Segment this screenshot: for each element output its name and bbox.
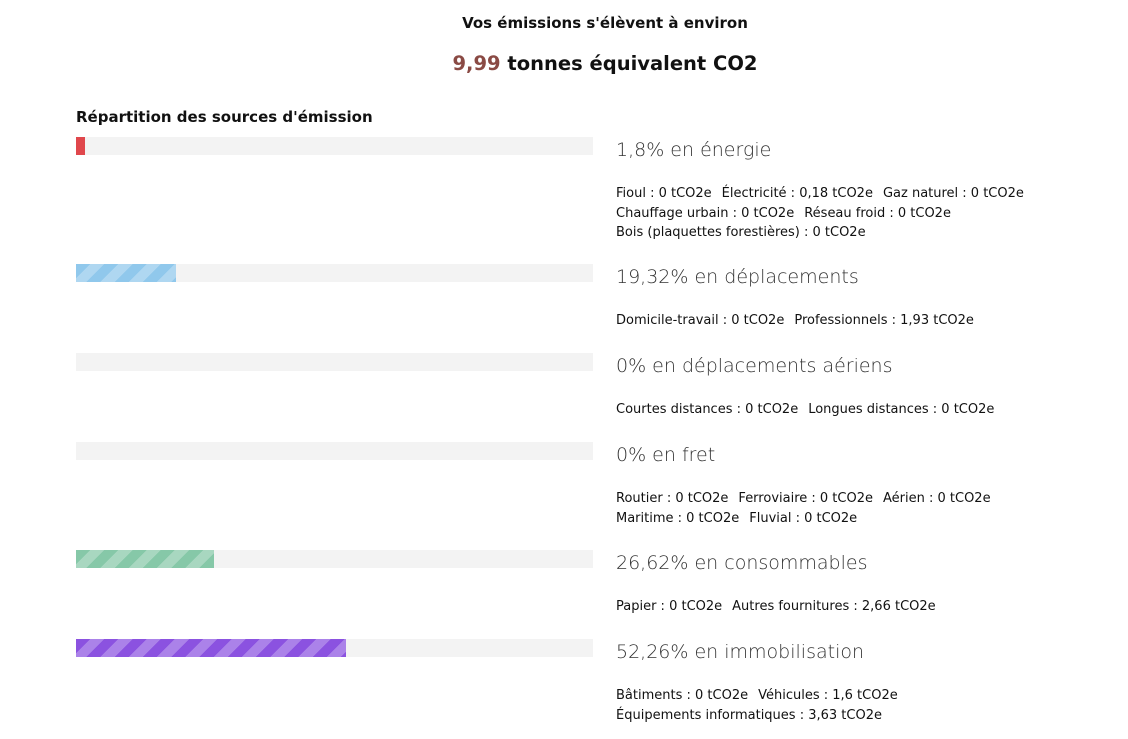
detail-item: Ferroviaire : 0 tCO2e xyxy=(738,491,873,506)
category-title-consommables: 26,62% en consommables xyxy=(616,552,868,574)
detail-item: Courtes distances : 0 tCO2e xyxy=(616,402,799,417)
detail-item: Fioul : 0 tCO2e xyxy=(616,186,712,201)
detail-item: Gaz naturel : 0 tCO2e xyxy=(882,186,1024,201)
category-details-fret: Routier : 0 tCO2e Ferroviaire : 0 tCO2e Aé… xyxy=(616,489,1116,528)
emissions-intro: Vos émissions s'élèvent à environ xyxy=(462,14,748,32)
section-title: Répartition des sources d'émission xyxy=(76,108,373,126)
progress-track-energie xyxy=(76,137,593,155)
detail-item: Réseau froid : 0 tCO2e xyxy=(804,205,951,221)
emissions-total-unit: tonnes équivalent CO2 xyxy=(507,52,758,75)
category-title-fret: 0% en fret xyxy=(616,444,716,466)
progress-track-consommables xyxy=(76,550,593,568)
progress-track-fret xyxy=(76,442,593,460)
emissions-total-value: 9,99 xyxy=(452,52,501,75)
progress-track-deplacements xyxy=(76,264,593,282)
category-title-deplacements: 19,32% en déplacements xyxy=(616,266,859,288)
detail-item: Bois (plaquettes forestières) : 0 tCO2e xyxy=(616,225,866,240)
detail-item: Domicile-travail : 0 tCO2e xyxy=(616,313,785,328)
detail-item: Véhicules : 1,6 tCO2e xyxy=(758,688,898,703)
category-title-aeriens: 0% en déplacements aériens xyxy=(616,355,893,377)
detail-item: Professionnels : 1,93 tCO2e xyxy=(794,313,974,328)
detail-item: Maritime : 0 tCO2e xyxy=(616,510,740,526)
progress-track-immobilisation xyxy=(76,639,593,657)
detail-item: Longues distances : 0 tCO2e xyxy=(808,402,995,417)
detail-item: Fluvial : 0 tCO2e xyxy=(749,510,858,526)
detail-item: Équipements informatiques : 3,63 tCO2e xyxy=(616,707,882,723)
detail-item: Bâtiments : 0 tCO2e xyxy=(616,688,749,703)
detail-item: Papier : 0 tCO2e xyxy=(616,599,723,614)
progress-fill-immobilisation xyxy=(76,639,347,657)
progress-track-aeriens xyxy=(76,353,593,371)
progress-fill-consommables xyxy=(76,550,214,568)
category-details-energie: Fioul : 0 tCO2e Électricité : 0,18 tCO2e G… xyxy=(616,184,1116,243)
progress-fill-deplacements xyxy=(76,264,176,282)
emissions-total: 9,99 tonnes équivalent CO2 xyxy=(0,52,1128,75)
detail-item: Aérien : 0 tCO2e xyxy=(882,491,991,506)
category-details-deplacements: Domicile-travail : 0 tCO2e Professionnels… xyxy=(616,311,1116,331)
detail-item: Routier : 0 tCO2e xyxy=(616,491,729,506)
detail-item: Autres fournitures : 2,66 tCO2e xyxy=(732,599,936,614)
category-details-aeriens: Courtes distances : 0 tCO2e Longues dista… xyxy=(616,400,1116,420)
category-details-immobilisation: Bâtiments : 0 tCO2e Véhicules : 1,6 tCO2e… xyxy=(616,686,1116,725)
category-details-consommables: Papier : 0 tCO2e Autres fournitures : 2,6… xyxy=(616,597,1116,617)
detail-item: Électricité : 0,18 tCO2e xyxy=(721,186,873,201)
category-title-energie: 1,8% en énergie xyxy=(616,139,772,161)
progress-fill-energie xyxy=(76,137,86,155)
detail-item: Chauffage urbain : 0 tCO2e xyxy=(616,205,795,221)
category-title-immobilisation: 52,26% en immobilisation xyxy=(616,641,865,663)
